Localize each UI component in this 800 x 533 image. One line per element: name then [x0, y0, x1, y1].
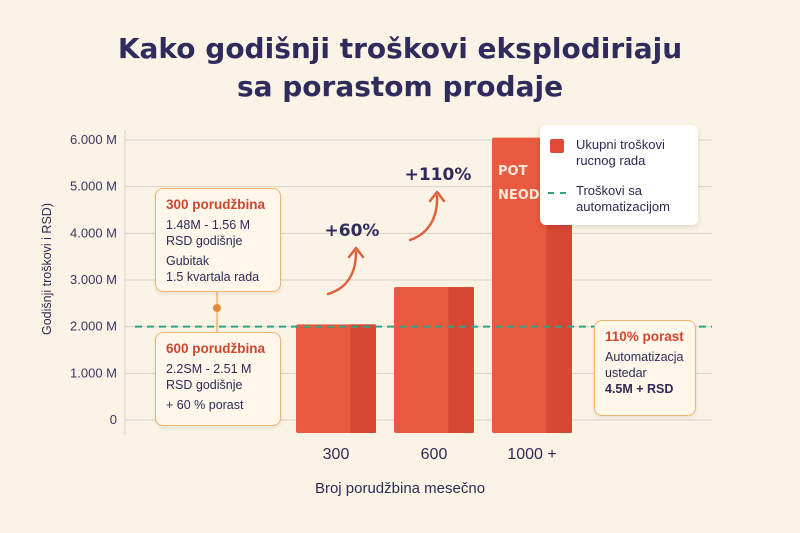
y-axis-title: Godišnji troškovi i RSD)	[40, 203, 54, 335]
growth-arrow	[408, 194, 439, 242]
bar-shade	[350, 324, 376, 433]
callout-110-line1: Automatizacja	[605, 350, 684, 364]
callout-600-line2: RSD godišnje	[166, 378, 243, 392]
growth-arrow	[326, 250, 358, 296]
chart-title-line-1: Kako godišnji troškovi eksplodiriaju	[117, 32, 683, 65]
legend-line-swatch	[548, 192, 566, 194]
bar-shade	[448, 287, 474, 433]
y-tick-label: 3.000 M	[70, 272, 117, 287]
growth-label: +110%	[405, 165, 472, 185]
legend-bar-swatch	[550, 139, 564, 153]
bar-overlay-text: POT	[498, 164, 528, 179]
callout-110-heading: 110% porast	[605, 329, 684, 344]
callout-110-line3: 4.5M + RSD	[605, 382, 674, 396]
callout-110-line2: ustedar	[605, 366, 647, 380]
x-tick-label: 300	[323, 446, 350, 463]
callout-dot	[213, 304, 221, 312]
growth-arrow-head	[347, 246, 365, 259]
legend-line-label: Troškovi sa automatizacijom	[576, 183, 670, 214]
legend: Ukupni troškovi rucnog rada Troškovi sa …	[540, 125, 698, 225]
y-tick-label: 6.000 M	[70, 132, 117, 147]
legend-bar-label: Ukupni troškovi rucnog rada	[576, 137, 665, 168]
callout-300-line1: 1.48M - 1.56 M	[166, 218, 251, 232]
callout-600-line1: 2.2SM - 2.51 M	[166, 362, 252, 376]
y-tick-label: 4.000 M	[70, 225, 117, 240]
callout-300-line4: 1.5 kvartala rada	[166, 270, 260, 284]
x-tick-label: 600	[421, 446, 448, 463]
growth-arrows: +60% +110%	[325, 165, 472, 296]
callout-600-heading: 600 porudžbina	[166, 341, 266, 356]
chart-title: Kako godišnji troškovi eksplodiriaju sa …	[0, 30, 800, 106]
callout-300: 300 porudžbina 1.48M - 1.56 M RSD godišn…	[155, 188, 281, 292]
x-axis-ticks: 300 600 1000 +	[323, 446, 557, 463]
callout-300-line3: Gubitak	[166, 254, 210, 268]
callout-600: 600 porudžbina 2.2SM - 2.51 M RSD godišn…	[155, 332, 281, 426]
growth-label: +60%	[325, 221, 380, 241]
y-axis-ticks: 0 1.000 M 2.000 M 3.000 M 4.000 M 5.000 M 6.00…	[70, 132, 117, 427]
y-tick-label: 2.000 M	[70, 319, 117, 334]
callout-110: 110% porast Automatizacja ustedar 4.5M +…	[594, 320, 696, 416]
callout-300-line2: RSD godišnje	[166, 234, 243, 248]
chart-title-line-2: sa porastom prodaje	[236, 70, 564, 103]
bar-overlay-text: NEOD	[498, 188, 540, 203]
y-tick-label: 1.000 M	[70, 365, 117, 380]
callout-600-line3: + 60 % porast	[166, 398, 244, 412]
x-axis-title: Broj porudžbina mesečno	[314, 480, 486, 497]
y-tick-label: 0	[110, 412, 117, 427]
callout-300-heading: 300 porudžbina	[166, 197, 266, 212]
growth-arrow-head	[428, 190, 446, 203]
x-tick-label: 1000 +	[507, 446, 556, 463]
y-tick-label: 5.000 M	[70, 179, 117, 194]
